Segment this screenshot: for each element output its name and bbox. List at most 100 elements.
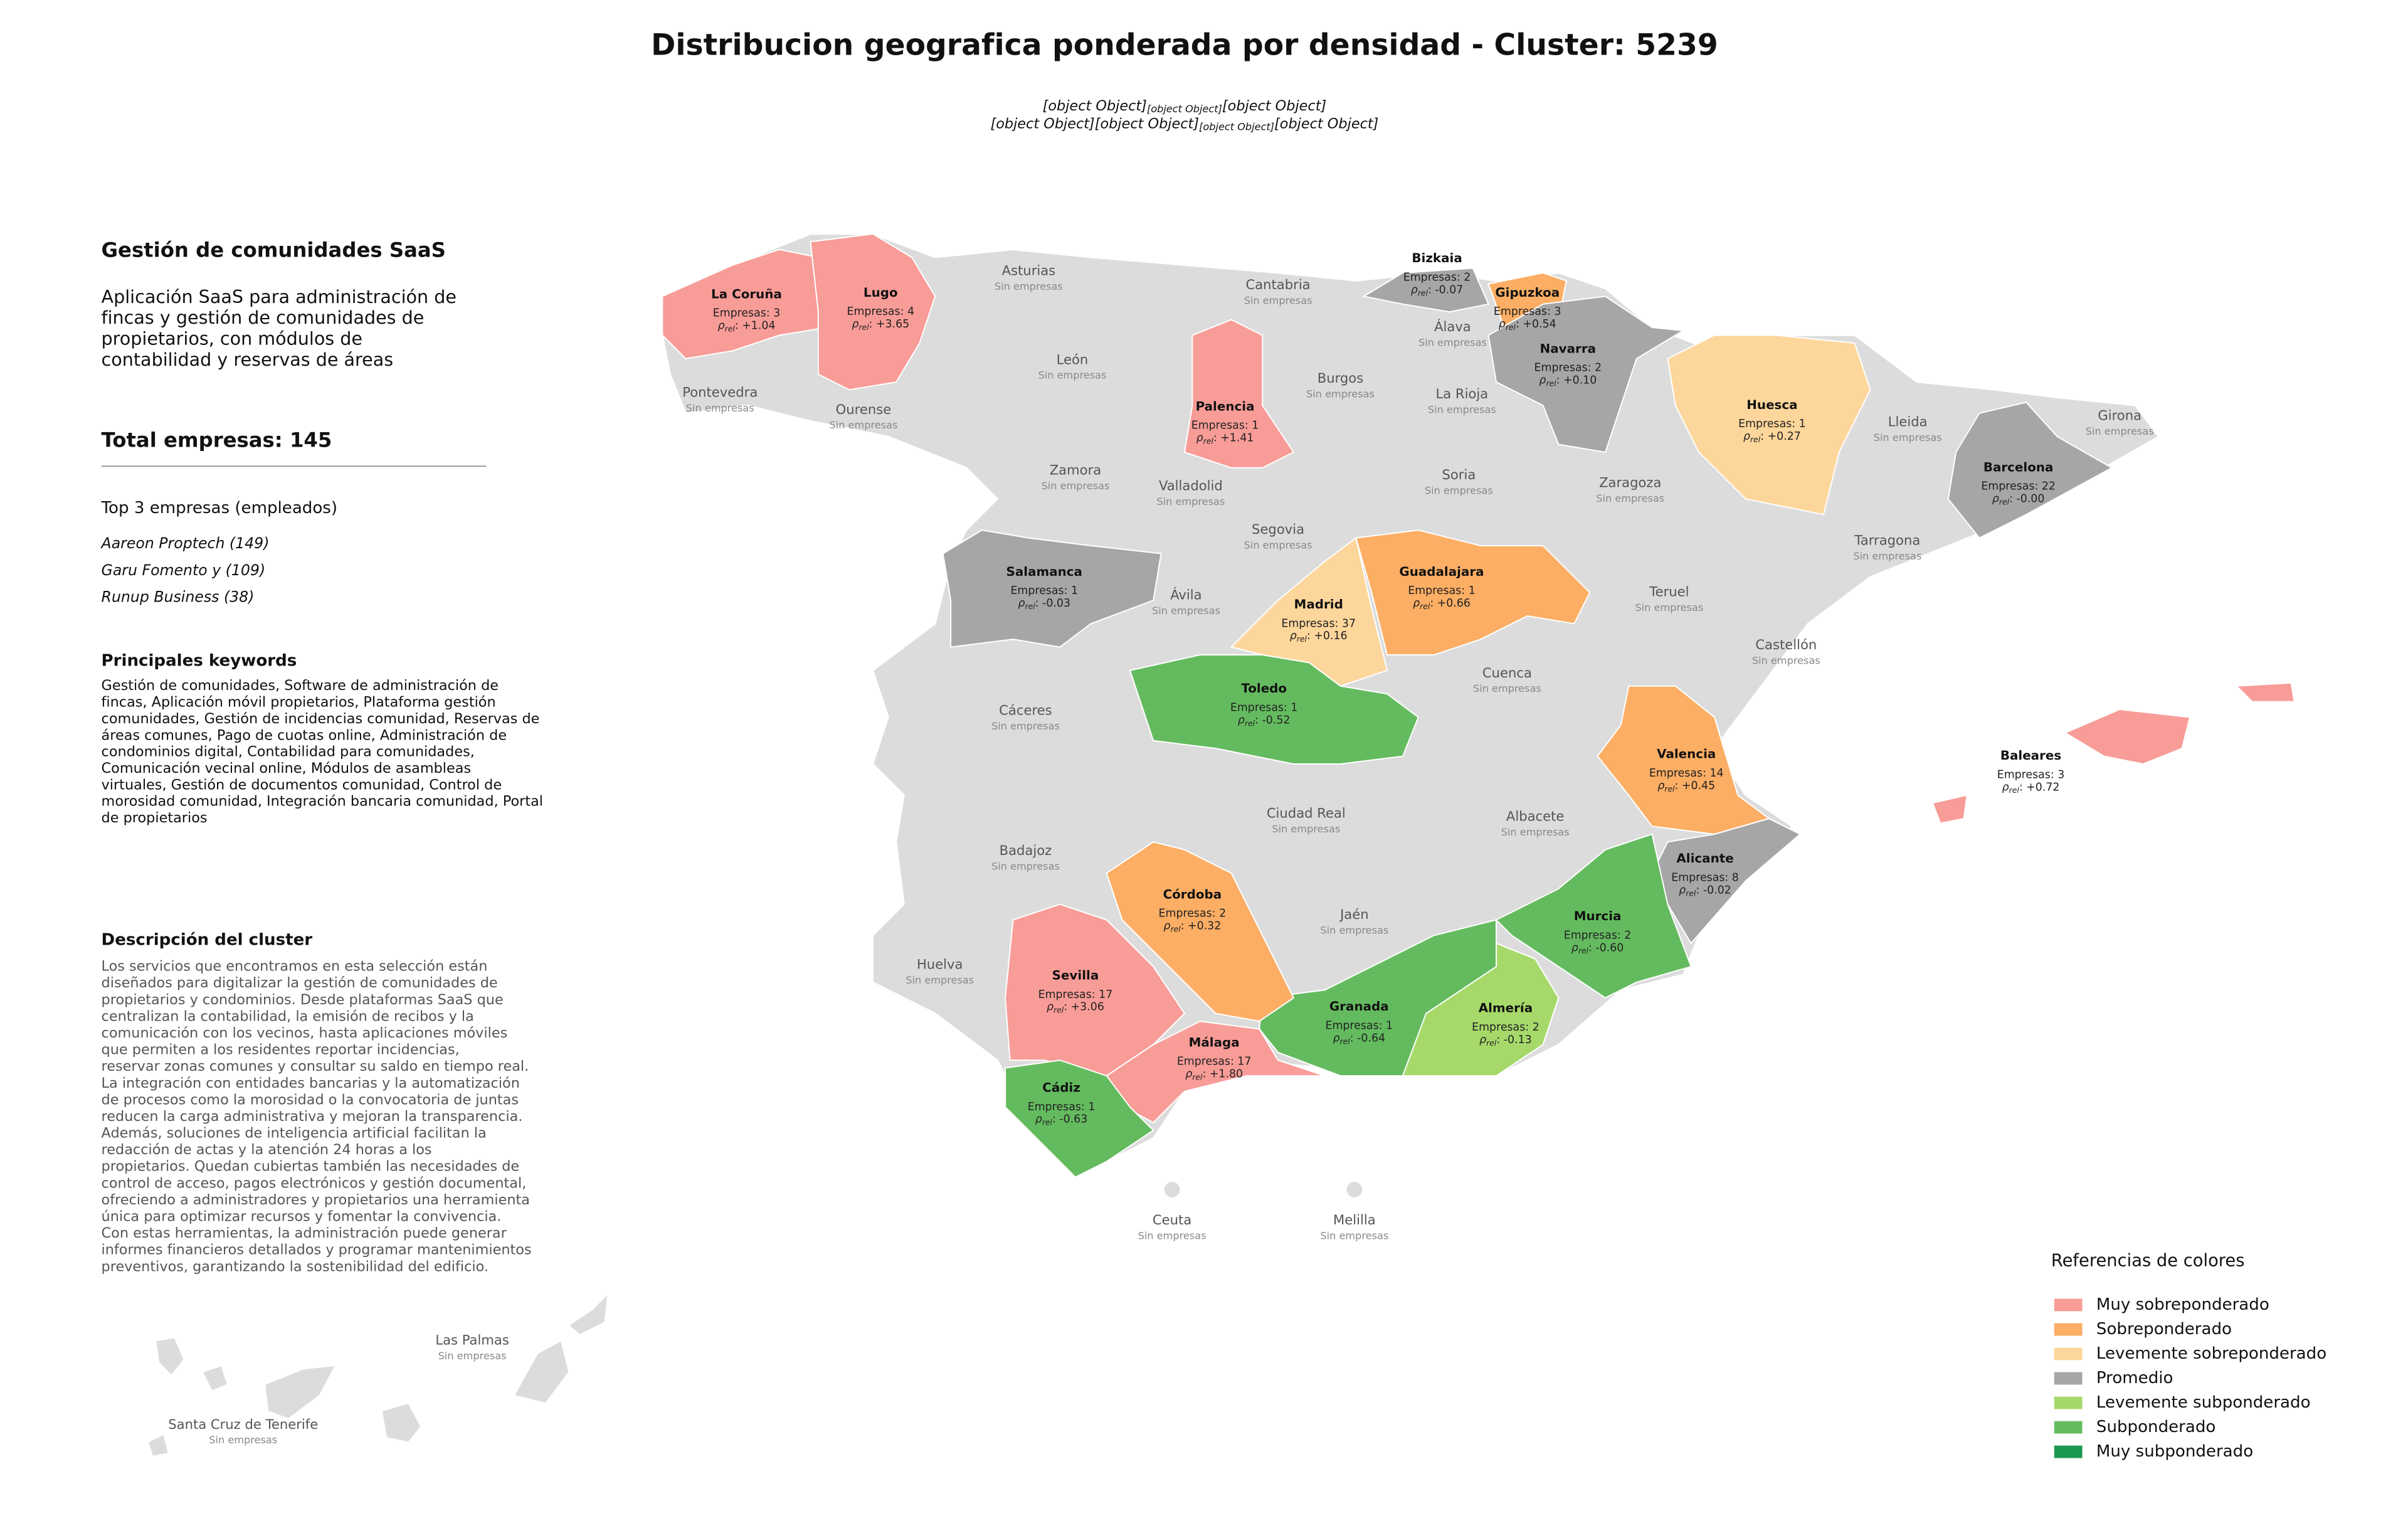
rho-sub: rel (1025, 601, 1035, 610)
rho-value: -0.64 (1357, 1032, 1385, 1044)
companies-prefix: Empresas: (1038, 989, 1096, 1001)
companies-prefix: Empresas: (1191, 420, 1249, 432)
ceuta-shape (1164, 1182, 1180, 1197)
rho-value: +1.04 (742, 320, 775, 332)
rho-sep: : (2019, 781, 2023, 793)
province-companies: Empresas: 2 (1472, 1021, 1539, 1034)
empty-province-note: Sin empresas (1272, 823, 1340, 835)
companies-prefix: Empresas: (1981, 480, 2038, 493)
province-companies: Empresas: 1 (1408, 585, 1476, 597)
cluster-line: informes financieros detallados y progra… (102, 1242, 532, 1258)
province-name: Palencia (1196, 399, 1255, 413)
legend-label: Sobreponderado (2096, 1320, 2232, 1339)
empty-province-note: Sin empresas (438, 1350, 507, 1362)
rho-value: -0.02 (1703, 884, 1731, 896)
cluster-line: centralizan la contabilidad, la emisión … (102, 1008, 474, 1024)
empty-province-name: Burgos (1318, 370, 1363, 386)
empty-province-note: Sin empresas (1041, 480, 1109, 492)
empty-province-note: Sin empresas (1473, 682, 1541, 694)
province-name: Sevilla (1052, 968, 1099, 983)
companies-prefix: Empresas: (1534, 362, 1592, 374)
subtitle-part: [object Object] (1274, 115, 1378, 132)
companies-prefix: Empresas: (1177, 1056, 1234, 1068)
province-name: Alicante (1676, 851, 1733, 866)
legend-label: Muy sobreponderado (2096, 1295, 2269, 1314)
province-companies: Empresas: 37 (1281, 617, 1356, 630)
rho-sub: rel (1506, 322, 1516, 332)
empty-province-name: Cantabria (1245, 277, 1310, 292)
rho-sep: : (1213, 432, 1217, 445)
rho-symbol: ρ (1047, 1001, 1054, 1014)
empty-province-note: Sin empresas (1156, 496, 1225, 507)
province-name: Cádiz (1042, 1080, 1080, 1095)
rho-value: -0.52 (1262, 714, 1291, 726)
cluster-line: La integración con entidades bancarias y… (102, 1075, 520, 1091)
subtitle-part: [object Object] (1043, 98, 1147, 114)
province-rho: ρrel: +0.45 (1657, 780, 1715, 793)
companies-prefix: Empresas: (1408, 585, 1465, 597)
rho-symbol: ρ (1539, 374, 1546, 387)
province-name: Bizkaia (1412, 251, 1462, 265)
province-rho: ρrel: +0.54 (1499, 318, 1556, 331)
empty-province-note: Sin empresas (1425, 485, 1493, 497)
cluster-line: única para optimizar recursos y fomentar… (102, 1209, 502, 1225)
rho-symbol: ρ (1413, 597, 1420, 610)
rho-symbol: ρ (1290, 630, 1297, 642)
rho-sep: : (1307, 630, 1311, 642)
empty-province-name: Santa Cruz de Tenerife (168, 1416, 318, 1432)
empty-province-name: León (1057, 351, 1089, 367)
cluster-line: propietarios y condominios. Desde plataf… (102, 992, 504, 1008)
province-name: Toledo (1241, 681, 1287, 696)
rho-sep: : (1035, 597, 1039, 610)
total-label: Total empresas: (102, 428, 283, 452)
province-shape (1495, 833, 1692, 999)
cluster-line: de procesos como la morosidad o la convo… (102, 1091, 519, 1108)
rho-sub: rel (1297, 634, 1307, 644)
province-companies: Empresas: 2 (1534, 362, 1602, 374)
rho-sub: rel (1664, 783, 1675, 793)
empty-province-name: Ceuta (1153, 1212, 1191, 1228)
cluster-line: Los servicios que encontramos en esta se… (102, 958, 488, 975)
rho-value: -0.13 (1504, 1034, 1532, 1046)
rho-sub: rel (1245, 718, 1255, 728)
province-companies: Empresas: 2 (1159, 908, 1227, 920)
empty-province-name: Álava (1434, 319, 1471, 334)
legend-swatch (2054, 1347, 2083, 1361)
keywords-line: morosidad comunidad, Integración bancari… (102, 793, 543, 810)
rho-value: -0.07 (1435, 284, 1463, 296)
empty-province-name: Ávila (1170, 587, 1201, 603)
province-rho: ρrel: -0.02 (1679, 884, 1731, 897)
rho-symbol: ρ (1679, 884, 1686, 896)
companies-value: 2 (1464, 272, 1471, 284)
rho-symbol: ρ (1992, 492, 1999, 505)
empty-province-name: Jaén (1339, 906, 1369, 922)
companies-value: 3 (2057, 768, 2064, 781)
province-name: Madrid (1294, 597, 1343, 612)
rho-value: +0.66 (1437, 597, 1471, 610)
rho-symbol: ρ (2002, 781, 2009, 793)
cluster-line: que permiten a los residentes reportar i… (102, 1042, 460, 1058)
island (264, 1365, 336, 1419)
province-shape (2064, 708, 2191, 765)
rho-symbol: ρ (1018, 597, 1025, 610)
subtitle-part: [object Object] (1147, 103, 1222, 115)
empty-province-name: Badajoz (1000, 842, 1052, 858)
companies-prefix: Empresas: (1281, 617, 1338, 630)
companies-value: 1 (1252, 420, 1259, 432)
cluster-line: comunicación con los vecinos, hasta apli… (102, 1025, 508, 1041)
empty-province-name: Pontevedra (682, 384, 758, 400)
rho-sep: : (1052, 1113, 1056, 1126)
empty-province-name: Tarragona (1854, 533, 1920, 548)
province-name: Guadalajara (1399, 565, 1484, 579)
companies-prefix: Empresas: (1010, 585, 1067, 597)
province-name: Barcelona (1983, 460, 2054, 474)
rho-sub: rel (1686, 888, 1696, 898)
companies-prefix: Empresas: (1403, 272, 1460, 284)
legend-swatch (2054, 1445, 2083, 1458)
province-name: Almería (1479, 1001, 1533, 1016)
province-shape (1931, 794, 1968, 824)
cluster-line: redacción de actas y la atención 24 hora… (102, 1142, 432, 1158)
empty-province-name: Teruel (1649, 584, 1689, 600)
empty-province-name: La Rioja (1436, 386, 1489, 401)
